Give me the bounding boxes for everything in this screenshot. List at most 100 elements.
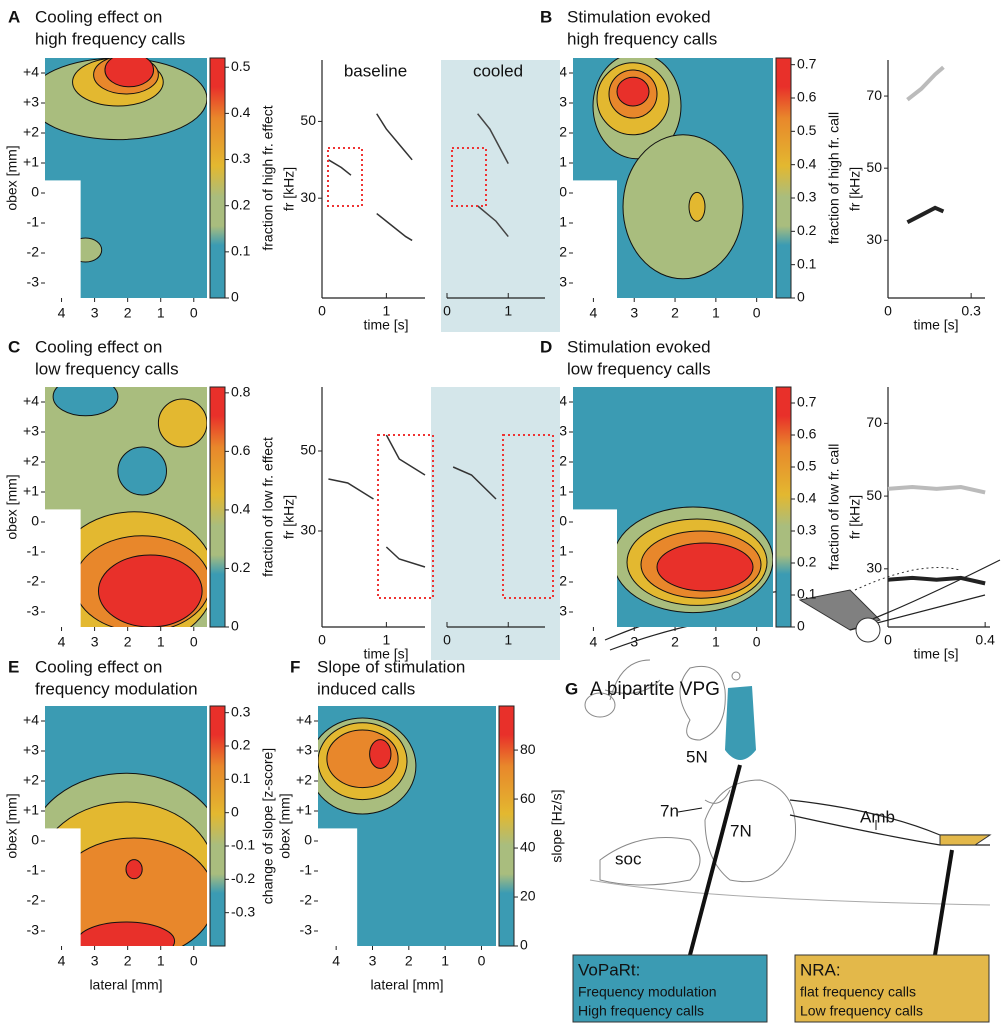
- no-data-region: [573, 180, 617, 298]
- outline: [856, 618, 880, 642]
- y-tick-label: 30: [300, 189, 316, 205]
- y-axis-label: obex [mm]: [4, 793, 20, 858]
- x-tick-label: 0: [884, 303, 892, 319]
- panel-title: Cooling effect on: [35, 7, 162, 26]
- no-data-region: [45, 180, 81, 298]
- segment-label: cooled: [473, 61, 523, 80]
- segment-label: baseline: [344, 61, 407, 80]
- panel-title: Cooling effect on: [35, 657, 162, 676]
- colorbar-tick-label: 0.6: [797, 89, 817, 105]
- x-axis-label: time [s]: [913, 646, 958, 662]
- colorbar-tick-label: 0.1: [231, 770, 251, 786]
- y-tick-label: +2: [23, 453, 39, 469]
- contour: [98, 555, 202, 627]
- colorbar-tick-label: 0: [231, 618, 239, 634]
- box-name: VoPaRt:: [578, 960, 640, 979]
- spectral-trace: [386, 547, 425, 567]
- panel-letter: D: [540, 337, 552, 356]
- colorbar-tick-label: 0.3: [797, 189, 817, 205]
- x-tick-label: 1: [712, 634, 720, 650]
- x-tick-label: 1: [157, 953, 165, 969]
- x-tick-label: 2: [124, 634, 132, 650]
- y-tick-label: 0: [559, 184, 567, 200]
- x-tick-label: 4: [58, 953, 66, 969]
- colorbar-tick-label: 0.7: [797, 394, 817, 410]
- y-tick-label: +4: [23, 393, 39, 409]
- contour: [689, 192, 705, 221]
- x-axis-label: lateral [mm]: [89, 977, 162, 993]
- y-tick-label: 30: [866, 231, 882, 247]
- x-tick-label: 0: [753, 305, 761, 321]
- y-tick-label: -1: [27, 214, 40, 230]
- panel-title: low frequency calls: [35, 359, 179, 378]
- colorbar: [210, 387, 225, 627]
- x-axis-label: time [s]: [363, 646, 408, 662]
- colorbar-tick-label: 0.2: [231, 559, 251, 575]
- y-axis-label: fr [kHz]: [847, 167, 863, 211]
- y-tick-label: +1: [296, 802, 312, 818]
- y-axis-label: fr [kHz]: [847, 495, 863, 539]
- x-axis-label: lateral [mm]: [370, 977, 443, 993]
- colorbar-tick-label: 0: [231, 803, 239, 819]
- y-tick-label: +3: [23, 423, 39, 439]
- colorbar-tick-label: -0.1: [231, 837, 255, 853]
- structure-label: 5N: [686, 747, 708, 766]
- panel-letter: F: [290, 657, 300, 676]
- colorbar-tick-label: 0: [520, 937, 528, 953]
- y-tick-label: +3: [296, 742, 312, 758]
- y-tick-label: -3: [27, 274, 40, 290]
- contour: [617, 77, 649, 106]
- x-tick-label: 0: [443, 303, 451, 319]
- y-tick-label: +3: [23, 742, 39, 758]
- colorbar-label: change of slope [z-score]: [260, 748, 276, 904]
- panel-title: high frequency calls: [567, 29, 717, 48]
- cooled-background: [431, 387, 560, 660]
- panel-letter: G: [565, 679, 578, 698]
- colorbar-tick-label: 0.5: [231, 58, 251, 74]
- colorbar-label: fraction of high fr. call: [826, 112, 842, 244]
- x-tick-label: 4: [590, 305, 598, 321]
- colorbar-tick-label: 0: [797, 618, 805, 634]
- vopart-region: [725, 686, 756, 760]
- colorbar-tick-label: 0: [231, 289, 239, 305]
- x-tick-label: 1: [157, 634, 165, 650]
- colorbar-tick-label: 0.2: [797, 554, 817, 570]
- box-line: Frequency modulation: [578, 984, 717, 1000]
- colorbar-tick-label: 0.4: [797, 155, 817, 171]
- y-tick-label: +4: [23, 64, 39, 80]
- contour: [370, 740, 391, 769]
- x-tick-label: 1: [157, 305, 165, 321]
- y-tick-label: 0: [31, 513, 39, 529]
- x-tick-label: 1: [504, 632, 512, 648]
- y-tick-label: -2: [27, 892, 40, 908]
- spectral-trace: [907, 208, 943, 222]
- colorbar-tick-label: 0.4: [231, 501, 251, 517]
- contour: [118, 447, 167, 495]
- colorbar-tick-label: -0.2: [231, 870, 255, 886]
- colorbar-tick-label: 60: [520, 790, 536, 806]
- y-tick-label: -3: [27, 603, 40, 619]
- heatmap: [573, 387, 773, 627]
- selection-box: [378, 435, 433, 598]
- x-tick-label: 0: [190, 634, 198, 650]
- outline: [680, 666, 725, 740]
- heatmap: [45, 377, 215, 646]
- diagram: GA bipartite VPG5N7n7NsocAmbVoPaRt:Frequ…: [565, 560, 1000, 1022]
- colorbar-tick-label: 0.5: [797, 122, 817, 138]
- x-tick-label: 3: [91, 634, 99, 650]
- x-tick-label: 2: [671, 634, 679, 650]
- spectral-trace: [386, 435, 425, 475]
- colorbar-tick-label: 0.3: [231, 150, 251, 166]
- panel-letter: B: [540, 7, 552, 26]
- x-axis-label: time [s]: [363, 317, 408, 333]
- x-tick-label: 4: [58, 305, 66, 321]
- x-tick-label: 2: [671, 305, 679, 321]
- y-tick-label: 70: [866, 414, 882, 430]
- panel-title: induced calls: [317, 679, 415, 698]
- colorbar-tick-label: 0.1: [797, 255, 817, 271]
- y-tick-label: 0: [304, 832, 312, 848]
- x-axis-label: time [s]: [913, 317, 958, 333]
- y-tick-label: +2: [296, 772, 312, 788]
- x-tick-label: 2: [124, 953, 132, 969]
- colorbar-tick-label: 40: [520, 839, 536, 855]
